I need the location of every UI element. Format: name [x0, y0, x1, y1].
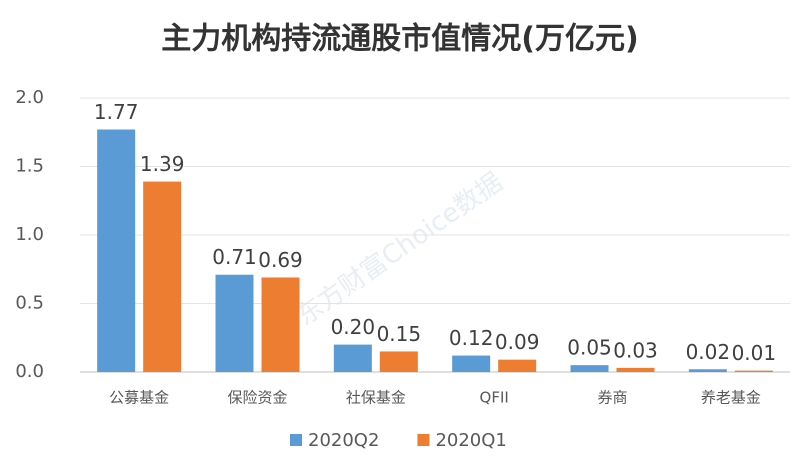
value-label: 1.39 [140, 152, 185, 176]
watermark: 东方财富Choice数据 [291, 167, 508, 332]
bar [498, 359, 537, 372]
value-label: 0.69 [258, 248, 303, 272]
bar [570, 365, 609, 372]
bar [452, 355, 491, 372]
value-label: 0.12 [449, 326, 494, 350]
y-tick-label: 0.5 [15, 293, 44, 314]
bar [261, 277, 300, 372]
legend-swatch [417, 434, 430, 446]
value-label: 0.15 [377, 322, 422, 346]
value-label: 0.71 [212, 245, 257, 269]
value-label: 0.01 [732, 341, 777, 365]
bar [215, 274, 254, 372]
bar [688, 369, 727, 372]
chart-title: 主力机构持流通股市值情况(万亿元) [161, 22, 638, 57]
y-tick-label: 1.0 [15, 224, 44, 245]
x-tick-label: QFII [480, 389, 509, 407]
y-tick-label: 0.0 [15, 361, 44, 382]
x-tick-label: 养老基金 [701, 389, 761, 407]
value-label: 0.20 [331, 315, 376, 339]
bar [616, 367, 655, 372]
bar [333, 344, 372, 372]
bar [734, 370, 773, 372]
bar [379, 351, 418, 372]
y-tick-label: 2.0 [15, 87, 44, 108]
value-label: 0.02 [686, 340, 731, 364]
bar [97, 129, 136, 372]
legend-label: 2020Q2 [308, 430, 379, 451]
value-label: 0.05 [567, 336, 612, 360]
value-label: 0.09 [495, 330, 540, 354]
x-tick-label: 券商 [597, 389, 627, 407]
bar [143, 181, 182, 372]
value-label: 1.77 [94, 100, 139, 124]
legend-swatch [290, 434, 302, 446]
x-tick-label: 保险资金 [227, 389, 287, 407]
x-tick-label: 公募基金 [109, 389, 169, 407]
x-tick-label: 社保基金 [346, 389, 406, 407]
y-tick-label: 1.5 [15, 156, 44, 177]
value-label: 0.03 [613, 338, 658, 362]
legend-label: 2020Q1 [435, 430, 506, 451]
